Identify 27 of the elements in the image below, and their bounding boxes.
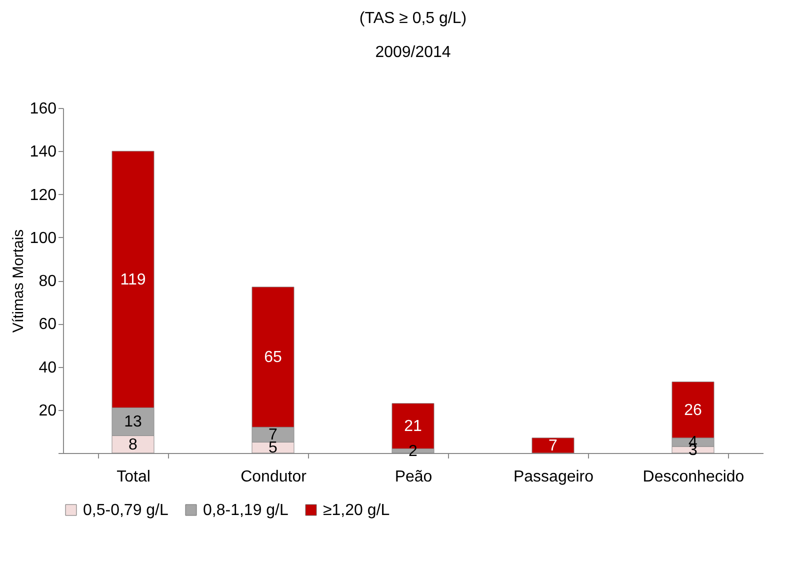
y-tick-label: 80 bbox=[38, 273, 57, 290]
x-tick-label: Peão bbox=[394, 468, 432, 486]
data-label: 21 bbox=[404, 418, 422, 436]
x-tick-label: Desconhecido bbox=[642, 468, 744, 486]
chart-title: (TAS ≥ 0,5 g/L) bbox=[359, 10, 467, 27]
legend-label: 0,8-1,19 g/L bbox=[203, 502, 288, 519]
y-tick-label: 160 bbox=[30, 100, 57, 118]
data-label: 119 bbox=[120, 271, 146, 288]
legend-label: ≥1,20 g/L bbox=[323, 502, 390, 519]
data-label: 7 bbox=[548, 437, 558, 454]
y-tick-label: 60 bbox=[38, 316, 57, 334]
data-label: 65 bbox=[264, 349, 282, 366]
data-label: 26 bbox=[684, 402, 702, 419]
chart-subtitle: 2009/2014 bbox=[375, 44, 451, 61]
y-tick-label: 20 bbox=[38, 402, 57, 420]
x-tick-label: Passageiro bbox=[513, 468, 594, 486]
data-label: 13 bbox=[124, 414, 142, 431]
y-tick-label: 140 bbox=[30, 144, 57, 161]
data-label: 5 bbox=[268, 440, 278, 457]
legend-label: 0,5-0,79 g/L bbox=[83, 502, 168, 519]
y-tick-label: 40 bbox=[38, 359, 57, 376]
x-tick-label: Condutor bbox=[240, 468, 308, 486]
data-label: 8 bbox=[128, 436, 138, 454]
x-tick-label: Total bbox=[116, 468, 150, 486]
y-tick-label: 100 bbox=[30, 230, 57, 247]
y-tick-label: 120 bbox=[30, 186, 57, 204]
y-axis-title: Vítimas Mortais bbox=[10, 229, 27, 333]
